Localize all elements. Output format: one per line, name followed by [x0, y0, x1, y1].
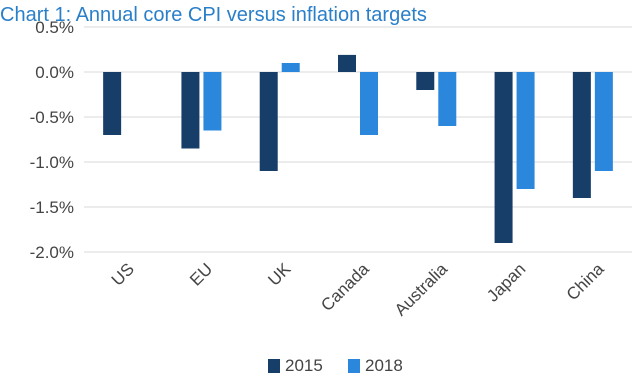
legend-swatch-2015 [268, 359, 280, 373]
bar-2015-uk [259, 72, 278, 171]
y-tick-label: 0.0% [35, 63, 74, 82]
y-tick-label: -0.5% [30, 108, 74, 127]
bar-2015-canada [338, 54, 356, 72]
bar-2018-japan [516, 72, 535, 189]
y-tick-label: -1.5% [30, 198, 74, 217]
chart-title: Chart 1: Annual core CPI versus inflatio… [0, 4, 427, 26]
legend-label-2015: 2015 [285, 356, 323, 375]
bar-2018-canada [360, 72, 378, 135]
y-axis-ticks: 0.5% 0.0% -0.5% -1.0% -1.5% -2.0% [30, 18, 74, 262]
bar-2018-australia [438, 72, 457, 126]
bar-2015-china [572, 72, 591, 198]
legend: 2015 2018 [268, 356, 403, 375]
bar-2015-us [103, 72, 122, 135]
y-tick-label: -2.0% [30, 243, 74, 262]
bar-2018-china [594, 72, 613, 171]
bar-2015-australia [416, 72, 435, 90]
gridlines [84, 26, 632, 253]
bar-2018-eu [203, 72, 222, 131]
bar-2015-eu [181, 72, 200, 149]
legend-swatch-2018 [348, 359, 360, 373]
legend-label-2018: 2018 [365, 356, 403, 375]
y-tick-label: -1.0% [30, 153, 74, 172]
bars [103, 54, 613, 243]
x-axis-categories: US EU UK Canada Australia Japan China [108, 259, 608, 320]
x-category-label: UK [264, 259, 295, 290]
y-tick-label: 0.5% [35, 18, 74, 37]
x-category-label: Canada [317, 259, 373, 315]
x-category-label: Japan [483, 259, 529, 305]
bar-2015-japan [494, 72, 513, 243]
x-category-label: EU [186, 259, 216, 289]
x-category-label: Australia [391, 259, 452, 320]
bar-2018-uk [281, 63, 300, 72]
x-category-label: US [108, 259, 138, 289]
x-category-label: China [563, 259, 608, 304]
